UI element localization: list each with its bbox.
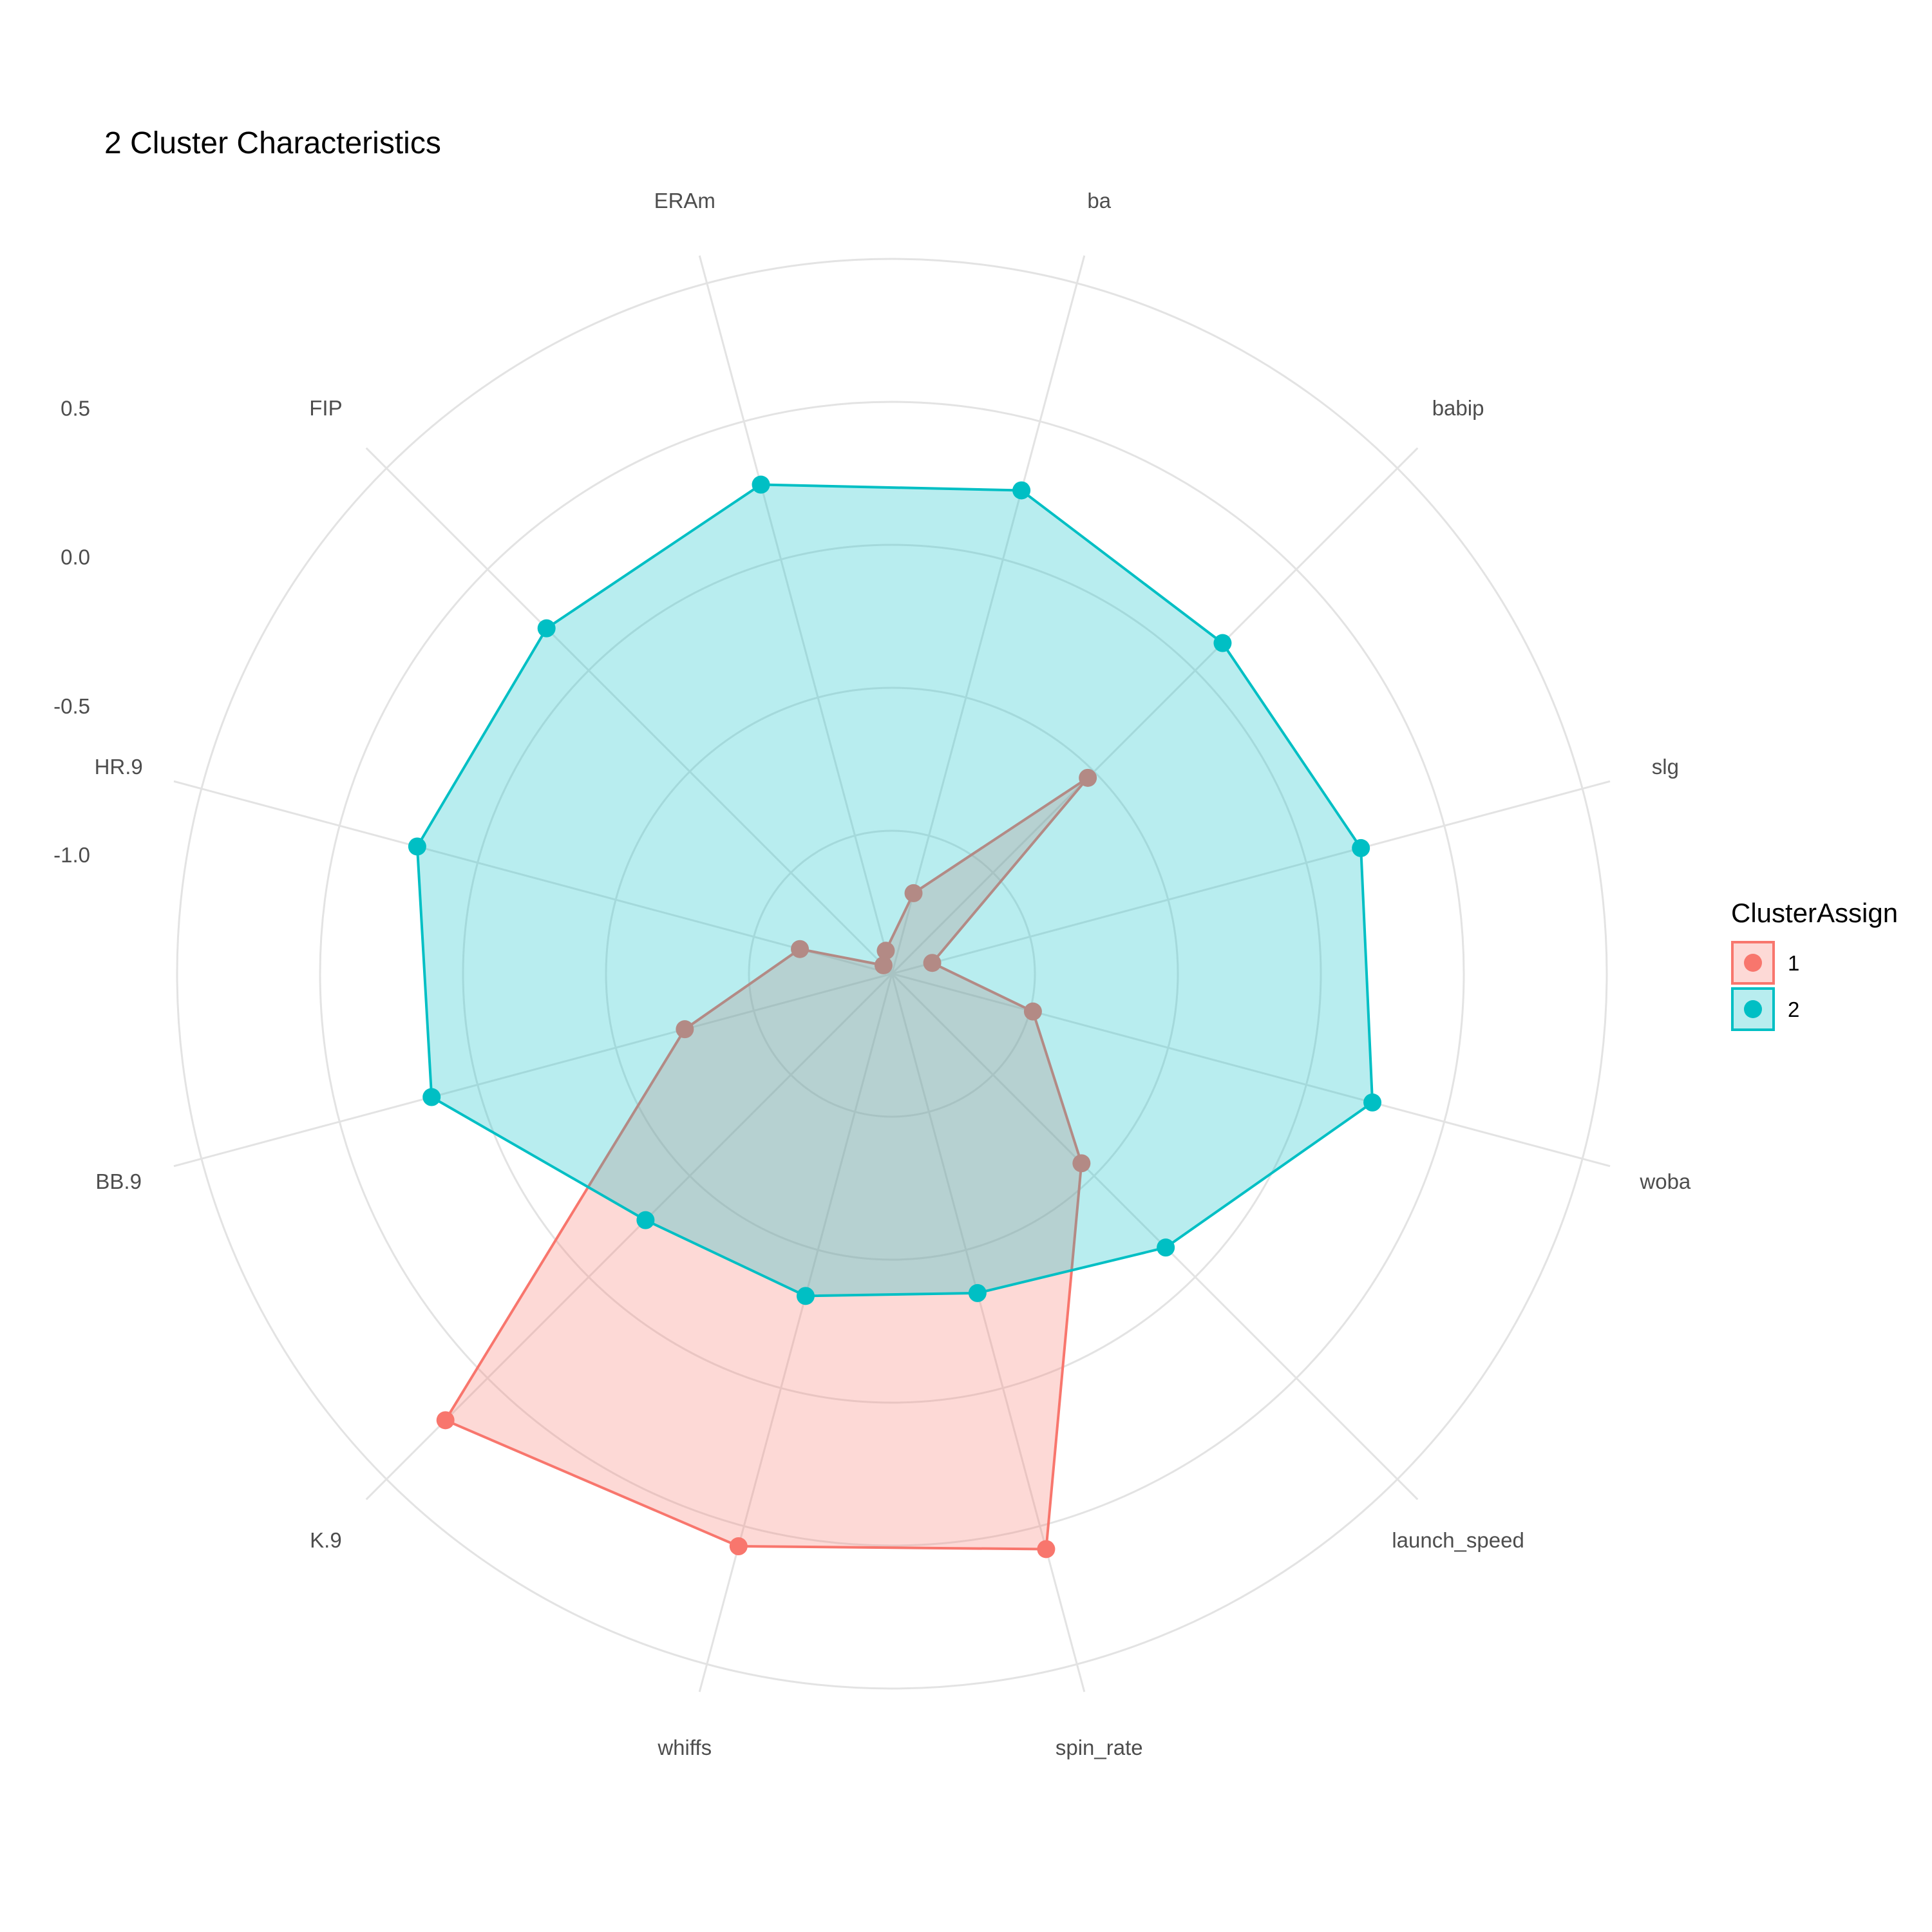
legend-key-point: [1744, 1000, 1762, 1018]
axis-label-whiffs: whiffs: [657, 1736, 712, 1759]
axis-label-ba: ba: [1087, 189, 1111, 213]
series-2: [408, 475, 1382, 1305]
radial-tick-labels: 0.5 0.0 -0.5 -1.0: [53, 396, 90, 867]
data-point-1: [676, 1020, 694, 1039]
data-point-2: [1012, 481, 1031, 500]
axis-label-FIP: FIP: [309, 396, 342, 420]
data-point-1: [874, 956, 893, 974]
data-point-1: [791, 940, 810, 958]
legend-label: 1: [1788, 951, 1799, 975]
radial-tick-label: 0.5: [61, 396, 90, 420]
data-point-2: [968, 1283, 987, 1302]
grid-ring: [748, 829, 1036, 1118]
data-point-1: [436, 1411, 455, 1430]
grid-spoke: [365, 972, 893, 1501]
data-point-1: [729, 1537, 748, 1556]
data-point-2: [636, 1211, 655, 1229]
axis-label-launch_speed: launch_speed: [1392, 1528, 1524, 1552]
grid-spoke: [891, 972, 1611, 1168]
data-point-2: [796, 1287, 815, 1305]
data-point-1: [876, 942, 895, 960]
axis-label-slg: slg: [1652, 755, 1679, 779]
grid-spoke: [173, 780, 893, 975]
data-point-2: [1157, 1238, 1175, 1257]
axis-label-K.9: K.9: [310, 1528, 342, 1552]
axis-label-HR.9: HR.9: [95, 755, 143, 779]
grid-spoke: [891, 780, 1611, 975]
legend: ClusterAssign 1 2: [1731, 898, 1898, 1031]
grid-spoke: [173, 972, 893, 1168]
data-point-1: [923, 954, 942, 972]
axis-label-babip: babip: [1432, 396, 1484, 420]
legend-entry-1: 1: [1731, 941, 1799, 985]
grid-spoke: [891, 972, 1419, 1501]
series-area-2: [415, 483, 1374, 1298]
axis-label-BB.9: BB.9: [95, 1170, 142, 1193]
grid-ring: [176, 258, 1608, 1690]
series-1: [436, 768, 1097, 1558]
data-point-2: [752, 475, 770, 494]
grid-spoke: [891, 447, 1419, 975]
radar-grid: [173, 255, 1611, 1692]
data-point-1: [1072, 1154, 1091, 1173]
axis-label-spin_rate: spin_rate: [1056, 1736, 1143, 1759]
radial-tick-label: -1.0: [53, 843, 90, 867]
axis-label-woba: woba: [1639, 1170, 1691, 1193]
radial-tick-label: -0.5: [53, 694, 90, 718]
data-point-2: [422, 1088, 441, 1106]
data-point-2: [537, 619, 556, 638]
grid-spoke: [698, 973, 893, 1692]
legend-title: ClusterAssign: [1731, 898, 1898, 928]
grid-spoke: [698, 255, 893, 974]
data-point-1: [904, 884, 923, 902]
data-point-2: [408, 837, 426, 856]
axis-label-ERAm: ERAm: [654, 189, 715, 213]
grid-spoke: [891, 973, 1086, 1692]
grid-spoke: [365, 447, 893, 975]
legend-entry-2: 2: [1731, 987, 1799, 1031]
radial-tick-label: 0.0: [61, 545, 90, 569]
grid-spoke: [891, 255, 1086, 974]
data-point-1: [1037, 1540, 1056, 1558]
data-point-2: [1213, 634, 1232, 652]
grid-ring: [319, 401, 1465, 1547]
data-point-2: [1363, 1093, 1382, 1112]
series-layer: [408, 475, 1382, 1558]
chart-title: 2 Cluster Characteristics: [104, 126, 441, 160]
legend-label: 2: [1788, 998, 1799, 1021]
data-point-2: [1352, 838, 1370, 857]
legend-key-point: [1744, 954, 1762, 972]
data-point-1: [1023, 1002, 1042, 1021]
data-point-1: [1079, 768, 1097, 787]
axis-labels: ERAm ba babip slg woba launch_speed spin_rate w…: [95, 189, 1691, 1759]
grid-ring: [605, 687, 1179, 1261]
grid-ring: [462, 544, 1322, 1404]
